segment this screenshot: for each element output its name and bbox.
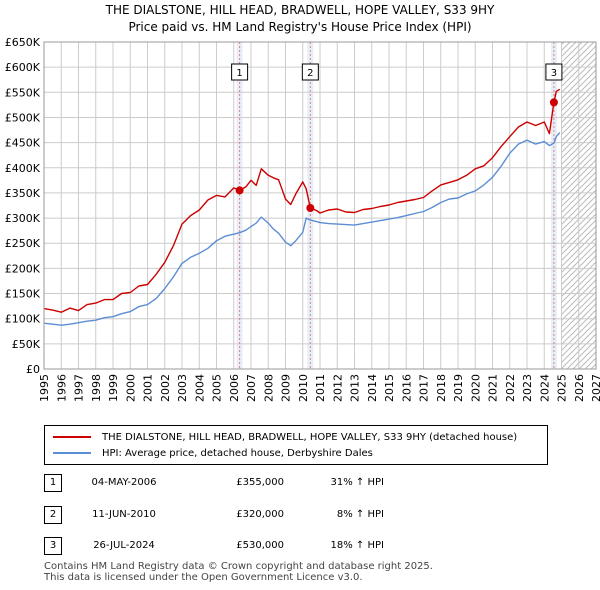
sale-marker-badge-label: 3 (551, 68, 557, 79)
sale-date: 11-JUN-2010 (92, 509, 156, 520)
x-tick-label: 1998 (90, 374, 103, 402)
sale-highlight-band (550, 42, 557, 369)
x-tick-label: 2018 (435, 374, 448, 402)
y-tick-label: £550K (5, 86, 41, 99)
legend-swatch-property (53, 436, 91, 438)
sale-point (549, 98, 558, 107)
sale-date: 04-MAY-2006 (91, 477, 157, 488)
sale-row: 3 26-JUL-2024 £530,000 18% ↑ HPI (44, 537, 464, 555)
x-tick-label: 2023 (521, 374, 534, 402)
legend-item-property: THE DIALSTONE, HILL HEAD, BRADWELL, HOPE… (53, 430, 517, 444)
x-tick-label: 2012 (331, 374, 344, 402)
sale-date: 26-JUL-2024 (93, 540, 155, 551)
x-tick-label: 2010 (297, 374, 310, 402)
sale-marker-badge-label: 1 (236, 68, 242, 79)
sale-marker-badge (231, 63, 249, 81)
sale-point (306, 204, 315, 213)
legend-label-property: THE DIALSTONE, HILL HEAD, BRADWELL, HOPE… (102, 431, 518, 443)
sale-badge: 3 (44, 537, 62, 555)
property-price-line (43, 88, 561, 313)
y-tick-label: £500K (5, 111, 41, 124)
y-tick-label: £450K (5, 137, 41, 150)
y-tick-label: £400K (5, 162, 41, 175)
chart-title: THE DIALSTONE, HILL HEAD, BRADWELL, HOPE… (105, 3, 495, 17)
x-tick-label: 2011 (314, 374, 327, 402)
y-tick-label: £300K (5, 212, 41, 225)
hpi-line (43, 132, 561, 326)
sale-hpi-diff: 8% ↑ HPI (336, 509, 384, 520)
y-tick-label: £250K (5, 237, 41, 250)
x-tick-label: 1996 (55, 374, 68, 402)
chart-subtitle: Price paid vs. HM Land Registry's House … (128, 20, 472, 34)
x-tick-label: 2008 (262, 374, 275, 402)
x-tick-label: 2004 (193, 374, 206, 402)
x-tick-label: 2006 (228, 374, 241, 402)
x-tick-label: 2003 (176, 374, 189, 402)
sale-price: £530,000 (236, 540, 284, 551)
x-tick-label: 2024 (538, 374, 551, 402)
sale-row: 1 04-MAY-2006 £355,000 31% ↑ HPI (44, 474, 464, 492)
copyright-notice: Contains HM Land Registry data © Crown c… (44, 561, 433, 572)
y-tick-label: £150K (5, 288, 41, 301)
x-tick-label: 2002 (159, 374, 172, 402)
sale-marker-badge (545, 63, 563, 81)
sale-highlight-band (236, 42, 243, 369)
sale-price: £320,000 (236, 509, 284, 520)
x-tick-label: 2019 (452, 374, 465, 402)
sale-marker-badge-label: 2 (307, 68, 313, 79)
x-tick-label: 1995 (38, 374, 51, 402)
y-tick-label: £100K (5, 313, 41, 326)
legend-swatch-hpi (53, 452, 91, 454)
x-tick-label: 2009 (280, 374, 293, 402)
sale-hpi-diff: 18% ↑ HPI (330, 540, 384, 551)
sale-point (235, 186, 244, 195)
chart-legend: THE DIALSTONE, HILL HEAD, BRADWELL, HOPE… (44, 425, 548, 465)
x-tick-label: 2015 (383, 374, 396, 402)
x-tick-label: 2025 (556, 374, 569, 402)
x-tick-label: 2014 (366, 374, 379, 402)
y-tick-label: £600K (5, 61, 41, 74)
x-tick-label: 2005 (211, 374, 224, 402)
plot-frame (43, 41, 597, 370)
x-tick-label: 2017 (418, 374, 431, 402)
x-tick-label: 2013 (349, 374, 362, 402)
sale-marker-badge (301, 63, 319, 81)
license-notice: This data is licensed under the Open Gov… (44, 572, 363, 583)
sale-badge: 2 (44, 506, 62, 524)
sale-price: £355,000 (236, 477, 284, 488)
x-tick-label: 2027 (590, 374, 600, 402)
y-tick-label: £350K (5, 187, 41, 200)
x-tick-label: 2020 (469, 374, 482, 402)
sale-badge: 1 (44, 474, 62, 492)
sale-hpi-diff: 31% ↑ HPI (330, 477, 384, 488)
x-tick-label: 2007 (245, 374, 258, 402)
x-tick-label: 2000 (124, 374, 137, 402)
x-tick-label: 2022 (504, 374, 517, 402)
sale-row: 2 11-JUN-2010 £320,000 8% ↑ HPI (44, 506, 464, 524)
x-tick-label: 2001 (142, 374, 155, 402)
x-tick-label: 1997 (73, 374, 86, 402)
x-tick-label: 2021 (487, 374, 500, 402)
y-tick-label: £50K (12, 338, 41, 351)
legend-item-hpi: HPI: Average price, detached house, Derb… (53, 446, 373, 460)
y-tick-label: £650K (5, 36, 41, 49)
legend-label-hpi: HPI: Average price, detached house, Derb… (102, 447, 373, 459)
price-chart: 1 2 3 £0 £50K £100K £150K £200K £250K £300K £350K… (5, 36, 600, 402)
x-tick-label: 2016 (400, 374, 413, 402)
y-tick-label: £0 (26, 363, 40, 376)
y-tick-label: £200K (5, 262, 41, 275)
x-tick-label: 2026 (573, 374, 586, 402)
x-tick-label: 1999 (107, 374, 120, 402)
